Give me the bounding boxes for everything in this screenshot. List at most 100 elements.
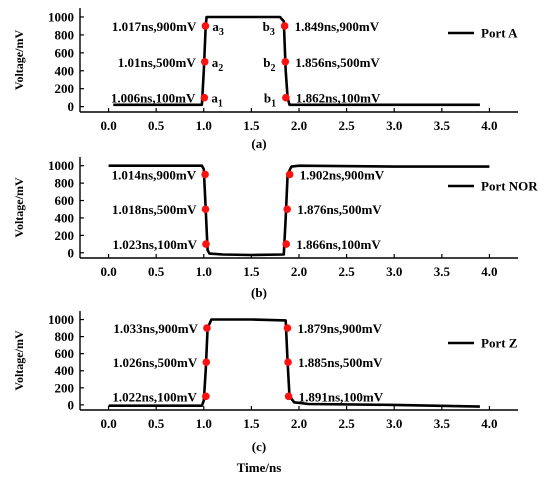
data-point-marker xyxy=(201,170,209,179)
x-tick-label: 1.0 xyxy=(196,264,212,279)
x-tick-label: 0.0 xyxy=(100,416,116,431)
point-tag: a2 xyxy=(212,55,224,74)
point-annotation: 1.014ns,900mV xyxy=(112,167,197,182)
chart-panel-2: 0 200 400 600 800 1000 0.0 0.5 1.0 1.5 2.0 2.5 3.0 3.… xyxy=(12,157,538,300)
x-tick-label: 1.0 xyxy=(196,416,212,431)
data-point-marker xyxy=(203,324,211,332)
legend-label: Port NOR xyxy=(481,179,538,194)
legend-label: Port A xyxy=(481,26,518,41)
y-tick-label: 1000 xyxy=(48,158,74,173)
y-tick-label: 400 xyxy=(55,63,75,78)
y-axis-title: Voltage/mV xyxy=(12,330,26,391)
x-tick-label: 4.0 xyxy=(481,416,497,431)
data-point-marker xyxy=(285,170,294,179)
y-tick-label: 600 xyxy=(55,193,75,208)
point-annotation: 1.01ns,500mV xyxy=(118,55,197,70)
y-axis-title: Voltage/mV xyxy=(12,177,26,238)
x-tick-label: 0.5 xyxy=(148,264,165,279)
data-point-marker xyxy=(201,22,210,30)
data-point-marker xyxy=(280,22,289,30)
data-point-marker xyxy=(284,392,293,401)
point-annotation: 1.891ns,100mV xyxy=(299,389,384,404)
y-tick-label: 200 xyxy=(55,380,75,395)
legend-label: Port Z xyxy=(481,336,518,351)
x-tick-label: 1.0 xyxy=(196,118,212,133)
x-tick-label: 0.0 xyxy=(100,264,116,279)
point-tag: a3 xyxy=(212,19,224,38)
x-tick-label: 3.5 xyxy=(434,264,451,279)
point-annotation: 1.017ns,900mV xyxy=(112,19,197,34)
x-tick-label: 1.5 xyxy=(243,118,260,133)
x-tick-label: 1.5 xyxy=(243,264,260,279)
point-annotation: 1.018ns,500mV xyxy=(112,202,197,217)
point-annotation: 1.862ns,100mV xyxy=(296,91,381,106)
data-point-marker xyxy=(200,93,209,102)
data-point-marker xyxy=(283,205,291,214)
point-tag: a1 xyxy=(211,91,223,110)
x-axis-title: Time/ns xyxy=(237,460,282,475)
x-tick-label: 2.5 xyxy=(338,264,355,279)
y-tick-label: 400 xyxy=(55,210,75,225)
point-annotation: 1.885ns,500mV xyxy=(298,355,383,370)
panel-caption: (a) xyxy=(251,136,266,151)
x-tick-label: 4.0 xyxy=(481,264,497,279)
y-tick-label: 800 xyxy=(55,329,75,344)
x-tick-label: 2.0 xyxy=(291,416,307,431)
y-tick-label: 600 xyxy=(55,346,75,361)
data-point-marker xyxy=(202,240,210,248)
x-tick-label: 3.5 xyxy=(434,118,451,133)
x-tick-label: 3.0 xyxy=(386,118,402,133)
x-tick-label: 2.0 xyxy=(291,118,307,133)
point-annotation: 1.856ns,500mV xyxy=(295,55,380,70)
x-tick-label: 1.5 xyxy=(243,416,260,431)
data-point-marker xyxy=(282,240,291,248)
point-annotation: 1.849ns,900mV xyxy=(295,19,380,34)
y-tick-label: 800 xyxy=(55,176,75,191)
point-annotation: 1.879ns,900mV xyxy=(297,321,382,336)
data-point-marker xyxy=(200,57,209,66)
panel-caption: (c) xyxy=(252,439,266,454)
y-tick-label: 0 xyxy=(68,99,75,114)
point-tag: b1 xyxy=(264,91,276,110)
point-annotation: 1.022ns,100mV xyxy=(112,389,197,404)
y-tick-label: 800 xyxy=(55,27,75,42)
y-tick-label: 200 xyxy=(55,228,75,243)
point-tag: b3 xyxy=(263,19,275,38)
data-point-marker xyxy=(202,392,210,401)
x-tick-label: 3.5 xyxy=(434,416,451,431)
series-line xyxy=(108,164,490,257)
y-tick-label: 400 xyxy=(55,363,75,378)
y-tick-label: 200 xyxy=(55,81,75,96)
data-point-marker xyxy=(201,205,210,214)
point-annotation: 1.026ns,500mV xyxy=(113,355,198,370)
data-point-marker xyxy=(202,358,211,367)
y-tick-label: 1000 xyxy=(48,312,74,327)
x-tick-label: 0.5 xyxy=(148,416,165,431)
x-tick-label: 4.0 xyxy=(481,118,497,133)
x-tick-label: 2.0 xyxy=(291,264,307,279)
y-axis-title: Voltage/mV xyxy=(12,30,26,91)
x-tick-label: 0.5 xyxy=(148,118,165,133)
data-point-marker xyxy=(281,57,290,66)
point-annotation: 1.006ns,100mV xyxy=(111,91,196,106)
point-annotation: 1.023ns,100mV xyxy=(112,237,197,252)
x-tick-label: 3.0 xyxy=(386,264,402,279)
x-tick-label: 2.5 xyxy=(338,118,355,133)
x-tick-label: 3.0 xyxy=(386,416,402,431)
point-annotation: 1.033ns,900mV xyxy=(113,321,198,336)
data-point-marker xyxy=(284,358,292,367)
point-annotation: 1.876ns,500mV xyxy=(297,202,382,217)
y-tick-label: 0 xyxy=(68,245,75,260)
panel-caption: (b) xyxy=(251,285,267,300)
y-tick-label: 600 xyxy=(55,45,75,60)
x-tick-label: 2.5 xyxy=(338,416,355,431)
chart-panel-1: 0 200 400 600 800 1000 0.0 0.5 1.0 1.5 2.0 2.5 3.0 3.… xyxy=(12,8,518,151)
x-tick-label: 0.0 xyxy=(100,118,116,133)
point-annotation: 1.866ns,100mV xyxy=(296,237,381,252)
chart-panel-3: 0 200 400 600 800 1000 0.0 0.5 1.0 1.5 2.0 2.5 3.0 3.… xyxy=(12,311,518,454)
point-tag: b2 xyxy=(263,55,275,74)
data-point-marker xyxy=(282,93,290,102)
y-tick-label: 0 xyxy=(68,397,75,412)
y-tick-label: 1000 xyxy=(48,9,74,24)
